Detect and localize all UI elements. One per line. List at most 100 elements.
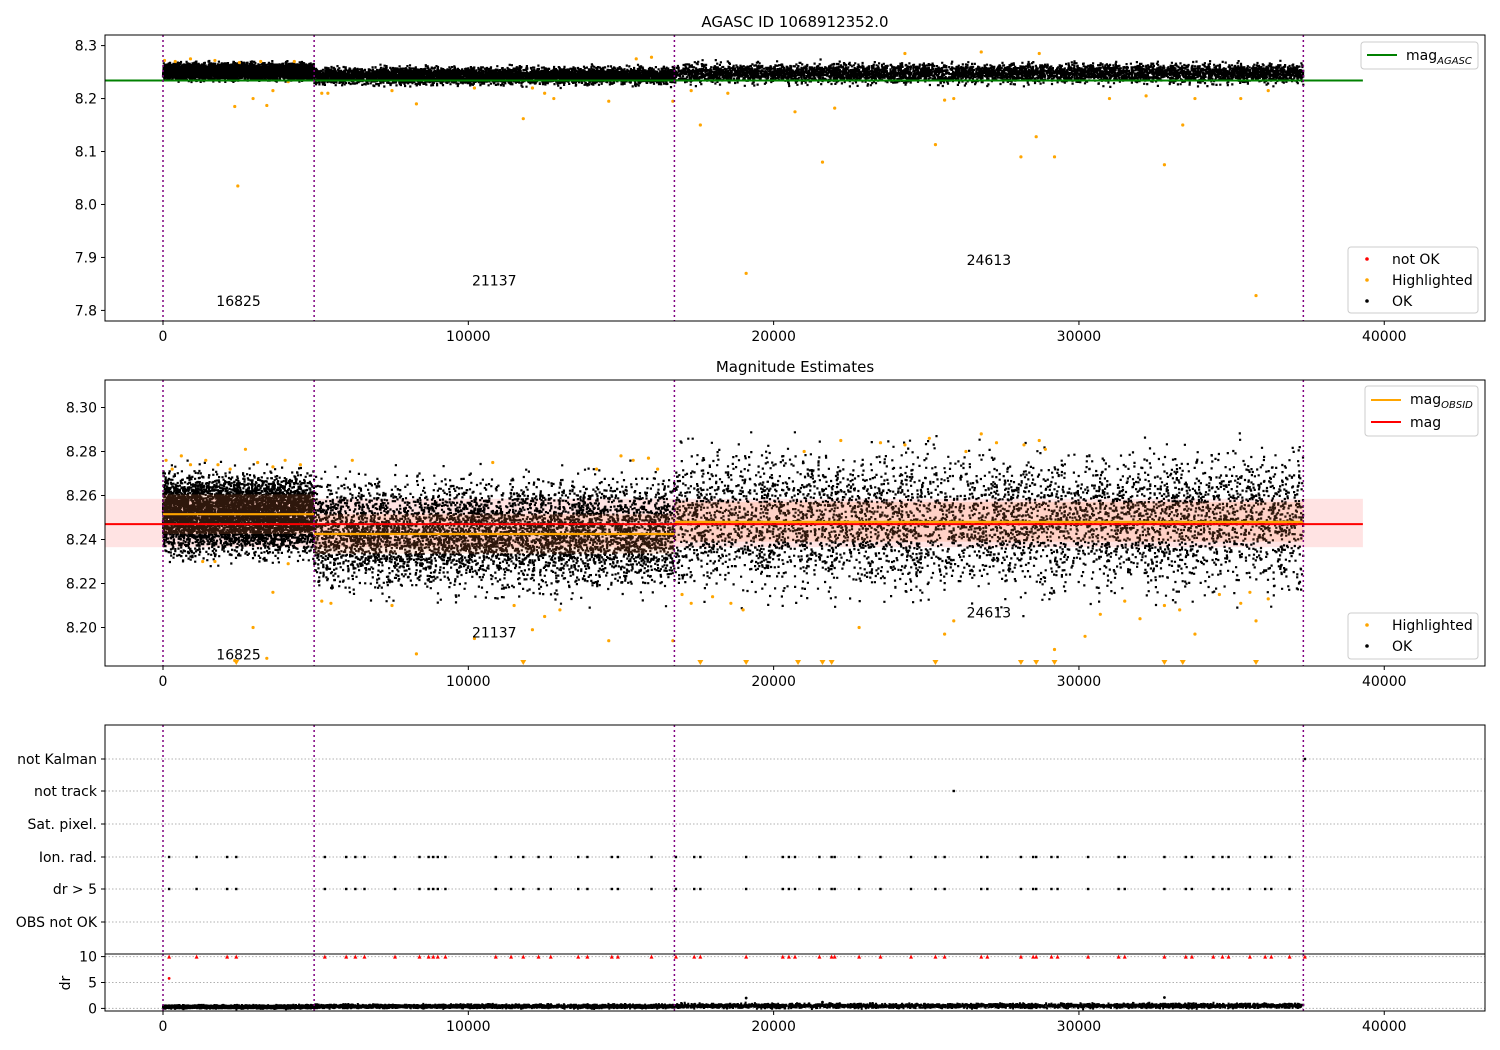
- dr-clipped-marker: [576, 954, 581, 959]
- agasc-point-legend-frame: [1347, 246, 1479, 314]
- below-range-marker: [932, 660, 939, 665]
- highlighted-point: [833, 106, 837, 110]
- flag-point: [879, 887, 882, 891]
- highlighted-point: [607, 99, 611, 103]
- flag-point: [980, 887, 983, 891]
- y-tick-label: 8.28: [66, 445, 97, 461]
- flag-point: [427, 855, 430, 859]
- mag-point-legend: Highlighted OK: [1347, 612, 1479, 660]
- flag-category-label: Ion. rad.: [39, 850, 97, 866]
- obsid-label: 16825: [216, 647, 261, 663]
- flag-point: [418, 887, 421, 891]
- highlighted-point: [619, 454, 623, 458]
- flag-point: [781, 855, 784, 859]
- dr-clipped-marker: [1183, 954, 1188, 959]
- flag-point: [616, 855, 620, 859]
- highlighted-point: [213, 58, 217, 63]
- flag-point: [1184, 887, 1187, 891]
- dr-clipped-marker: [1247, 954, 1252, 959]
- flag-point: [225, 887, 229, 891]
- below-range-marker: [1051, 660, 1058, 665]
- dr-clipped-marker: [933, 954, 938, 959]
- dr-clipped-marker: [393, 954, 398, 959]
- flag-point: [986, 887, 989, 891]
- flag-point: [432, 855, 435, 859]
- highlighted-point: [326, 91, 330, 95]
- ok-points: [161, 59, 316, 84]
- highlighted-point: [543, 614, 547, 619]
- flag-point: [1221, 887, 1224, 891]
- below-range-marker: [1253, 660, 1260, 665]
- highlighted-point: [943, 632, 947, 636]
- dr-ok-points: [313, 1002, 676, 1010]
- flag-point: [857, 855, 861, 859]
- agasc-panel: 16825 21137 24613 0 10000 20000 30000 40000 7.8…: [75, 13, 1486, 345]
- flag-point: [793, 887, 797, 891]
- flag-point: [323, 887, 327, 891]
- flag-point: [833, 887, 836, 891]
- dr-ticks: 0 10000 20000 30000 40000 0 5 10: [79, 950, 1406, 1035]
- flag-point: [1212, 887, 1215, 891]
- mag-estimates-panel: 16825 21137 24613 0 10000 20000 30000 40000 8.2…: [66, 358, 1486, 690]
- flag-category-label: OBS not OK: [16, 915, 98, 931]
- flag-point: [781, 887, 784, 891]
- dr-plot-area: [105, 954, 1485, 1011]
- flag-point: [818, 855, 821, 859]
- flag-point: [744, 887, 748, 891]
- y-tick-label: 10: [79, 950, 97, 966]
- dr-clipped-marker: [234, 954, 239, 959]
- dr-clipped-marker: [536, 954, 541, 959]
- x-tick-label: 40000: [1362, 674, 1407, 690]
- flag-point: [1221, 855, 1224, 859]
- dr-clipped-marker: [353, 954, 358, 959]
- flag-point: [235, 855, 238, 859]
- dr-clipped-marker: [979, 954, 984, 959]
- flag-point: [1086, 855, 1090, 859]
- flag-point: [509, 855, 513, 859]
- dr-clipped-marker: [698, 954, 703, 959]
- highlighted-point: [903, 443, 907, 447]
- flag-point: [1303, 757, 1307, 761]
- legend-not-ok-label: not OK: [1392, 252, 1440, 268]
- highlighted-point: [729, 601, 733, 605]
- x-tick-label: 0: [159, 1019, 168, 1035]
- dr-clipped-marker: [1031, 954, 1036, 959]
- y-tick-label: 8.0: [75, 197, 97, 213]
- highlighted-point: [1052, 155, 1057, 159]
- flag-point: [549, 855, 552, 859]
- dr-clipped-marker: [521, 954, 526, 959]
- flag-point: [1163, 887, 1166, 891]
- flag-point: [952, 789, 955, 793]
- legend-mag-agasc-subscript: AGASC: [1436, 56, 1472, 67]
- flag-point: [1163, 855, 1166, 859]
- highlighted-point: [233, 104, 237, 109]
- highlighted-point: [256, 460, 260, 465]
- flag-point: [1190, 855, 1194, 859]
- dr-clipped-marker: [985, 954, 990, 959]
- highlighted-point: [943, 98, 947, 102]
- dr-clipped-marker: [1269, 954, 1274, 959]
- flag-point: [787, 855, 791, 859]
- highlighted-point: [164, 458, 168, 462]
- dr-clipped-marker: [493, 954, 498, 959]
- highlighted-point: [259, 59, 263, 64]
- dr-clipped-marker: [1116, 954, 1121, 959]
- highlighted-point: [744, 271, 748, 275]
- highlighted-point: [594, 467, 599, 471]
- below-range-marker: [520, 660, 527, 665]
- flag-point: [1031, 887, 1035, 891]
- flag-category-label: not Kalman: [17, 752, 97, 768]
- highlighted-point: [1034, 135, 1038, 139]
- highlighted-point: [631, 458, 635, 462]
- highlighted-point: [265, 103, 269, 108]
- dr-axes-frame: [104, 953, 1486, 1012]
- legend-highlighted-swatch: [1365, 278, 1369, 282]
- highlighted-point: [979, 432, 983, 436]
- flag-point: [323, 855, 327, 859]
- dr-clipped-marker: [609, 954, 614, 959]
- highlighted-point: [1083, 634, 1087, 638]
- y-tick-label: 8.1: [75, 145, 97, 161]
- flag-point: [537, 887, 540, 891]
- x-tick-label: 20000: [751, 329, 796, 345]
